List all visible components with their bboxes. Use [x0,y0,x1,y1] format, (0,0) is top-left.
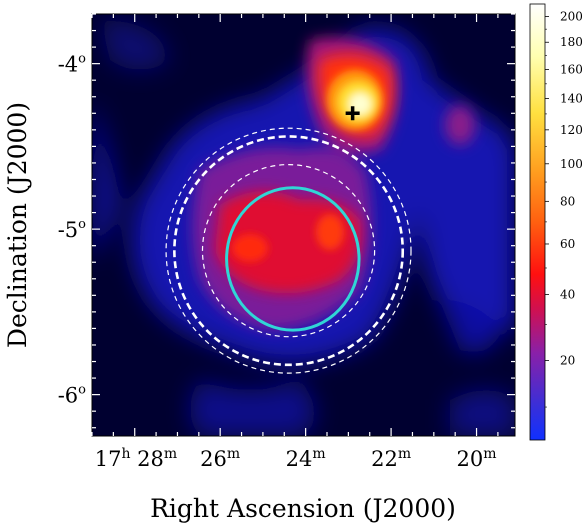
colorbar-tick-label: 180 [560,35,582,49]
colorbar-tick-label: 100 [560,157,582,171]
x-tick-label: 26m [200,446,240,471]
y-axis-title: Declination (J2000) [3,102,32,348]
colorbar-tick-label: 140 [560,92,582,106]
colorbar-ticks: 20 40 60 80 100 120 140 160 180 200 [545,9,582,408]
region-circle-3 [165,127,412,374]
colorbar [529,3,546,441]
x-axis-title: Right Ascension (J2000) [150,494,456,523]
axis-ticks: 17h 28m 26m 24m 22m 20m -4o -5o -6o [58,13,515,471]
source-markers [345,106,360,121]
x-tick-label: 20m [457,446,497,471]
map-frame [91,13,516,437]
region-circle-1 [201,163,376,338]
source-cross-marker [345,106,360,121]
region-circle-2 [173,135,405,367]
colorbar-tick-label: 40 [560,288,575,302]
colorbar-tick-label: 60 [560,237,575,251]
x-tick-label: 24m [286,446,326,471]
y-tick-label: -5o [58,217,86,242]
x-tick-label: 22m [371,446,411,471]
intensity-map [92,14,515,436]
region-ellipse [225,186,361,332]
colorbar-tick-label: 160 [560,63,582,77]
colorbar-tick-label: 120 [560,123,582,137]
colorbar-tick-label: 200 [560,9,582,23]
x-tick-label: 17h 28m [95,446,177,471]
y-tick-label: -6o [58,383,86,408]
colorbar-tick-label: 80 [560,194,575,208]
region-overlays [165,127,412,374]
emission-hot-layer [232,70,383,262]
colorbar-tick-label: 20 [560,353,575,367]
y-tick-label: -4o [58,52,86,77]
